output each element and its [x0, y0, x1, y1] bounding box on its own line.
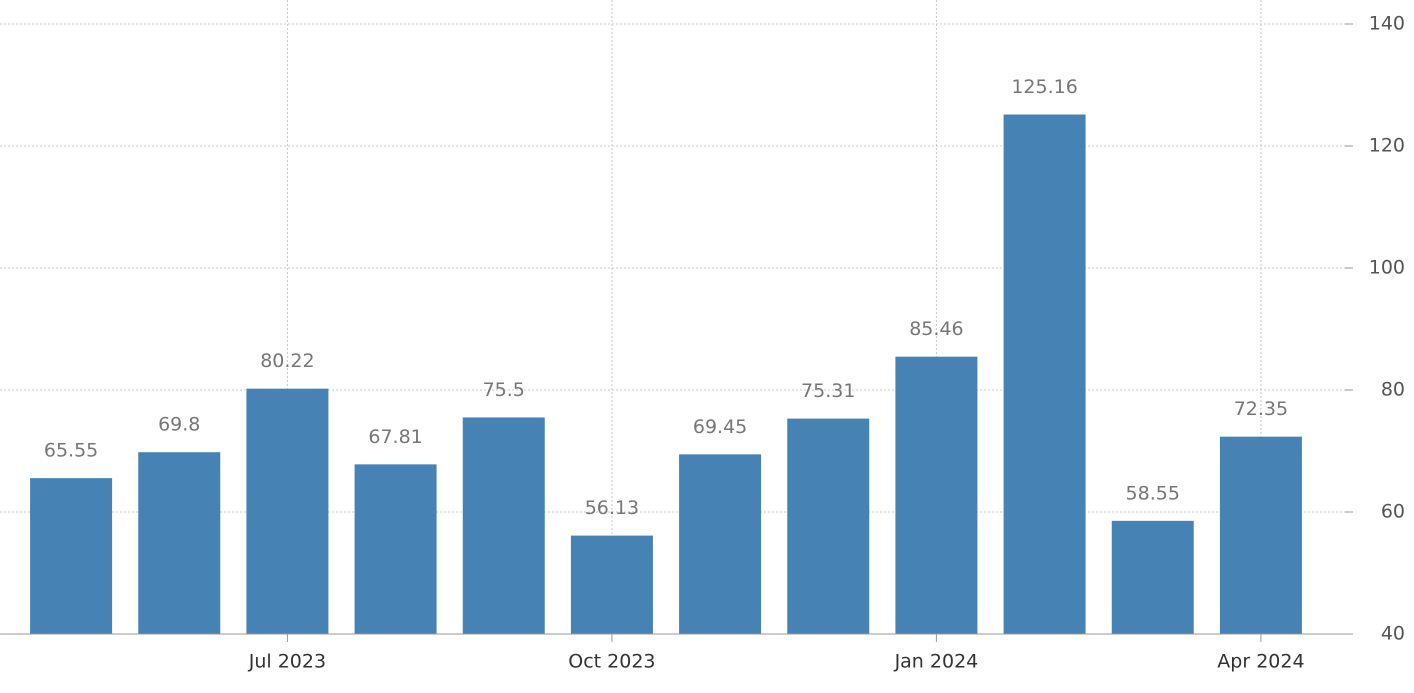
value-label: 75.5	[483, 379, 525, 401]
bar	[570, 535, 653, 634]
y-tick-label: 140	[1369, 13, 1405, 35]
bar	[462, 417, 545, 634]
bar	[30, 478, 113, 634]
bar	[246, 388, 329, 634]
x-tick-label: Apr 2024	[1217, 651, 1304, 673]
value-label: 125.16	[1011, 76, 1077, 98]
x-tick-label: Jan 2024	[894, 651, 979, 673]
bar	[679, 454, 762, 634]
x-tick-label: Jul 2023	[248, 651, 326, 673]
value-label: 65.55	[44, 440, 98, 462]
y-tick-label: 40	[1381, 623, 1405, 645]
value-label: 72.35	[1234, 398, 1288, 420]
value-label: 58.55	[1126, 482, 1180, 504]
bar	[138, 452, 221, 634]
value-label: 67.81	[368, 426, 422, 448]
value-label: 80.22	[260, 350, 314, 372]
bar	[1111, 520, 1194, 634]
x-tick-label: Oct 2023	[568, 651, 655, 673]
y-tick-label: 60	[1381, 501, 1405, 523]
bar	[1219, 436, 1302, 634]
value-label: 69.45	[693, 416, 747, 438]
value-label: 69.8	[158, 414, 200, 436]
bar	[787, 418, 870, 634]
value-label: 56.13	[585, 497, 639, 519]
y-tick-label: 120	[1369, 135, 1405, 157]
value-label: 75.31	[801, 380, 855, 402]
value-label: 85.46	[909, 318, 963, 340]
y-tick-label: 80	[1381, 379, 1405, 401]
bar	[1003, 114, 1086, 635]
bar	[354, 464, 437, 634]
bar	[895, 356, 978, 634]
y-tick-label: 100	[1369, 257, 1405, 279]
